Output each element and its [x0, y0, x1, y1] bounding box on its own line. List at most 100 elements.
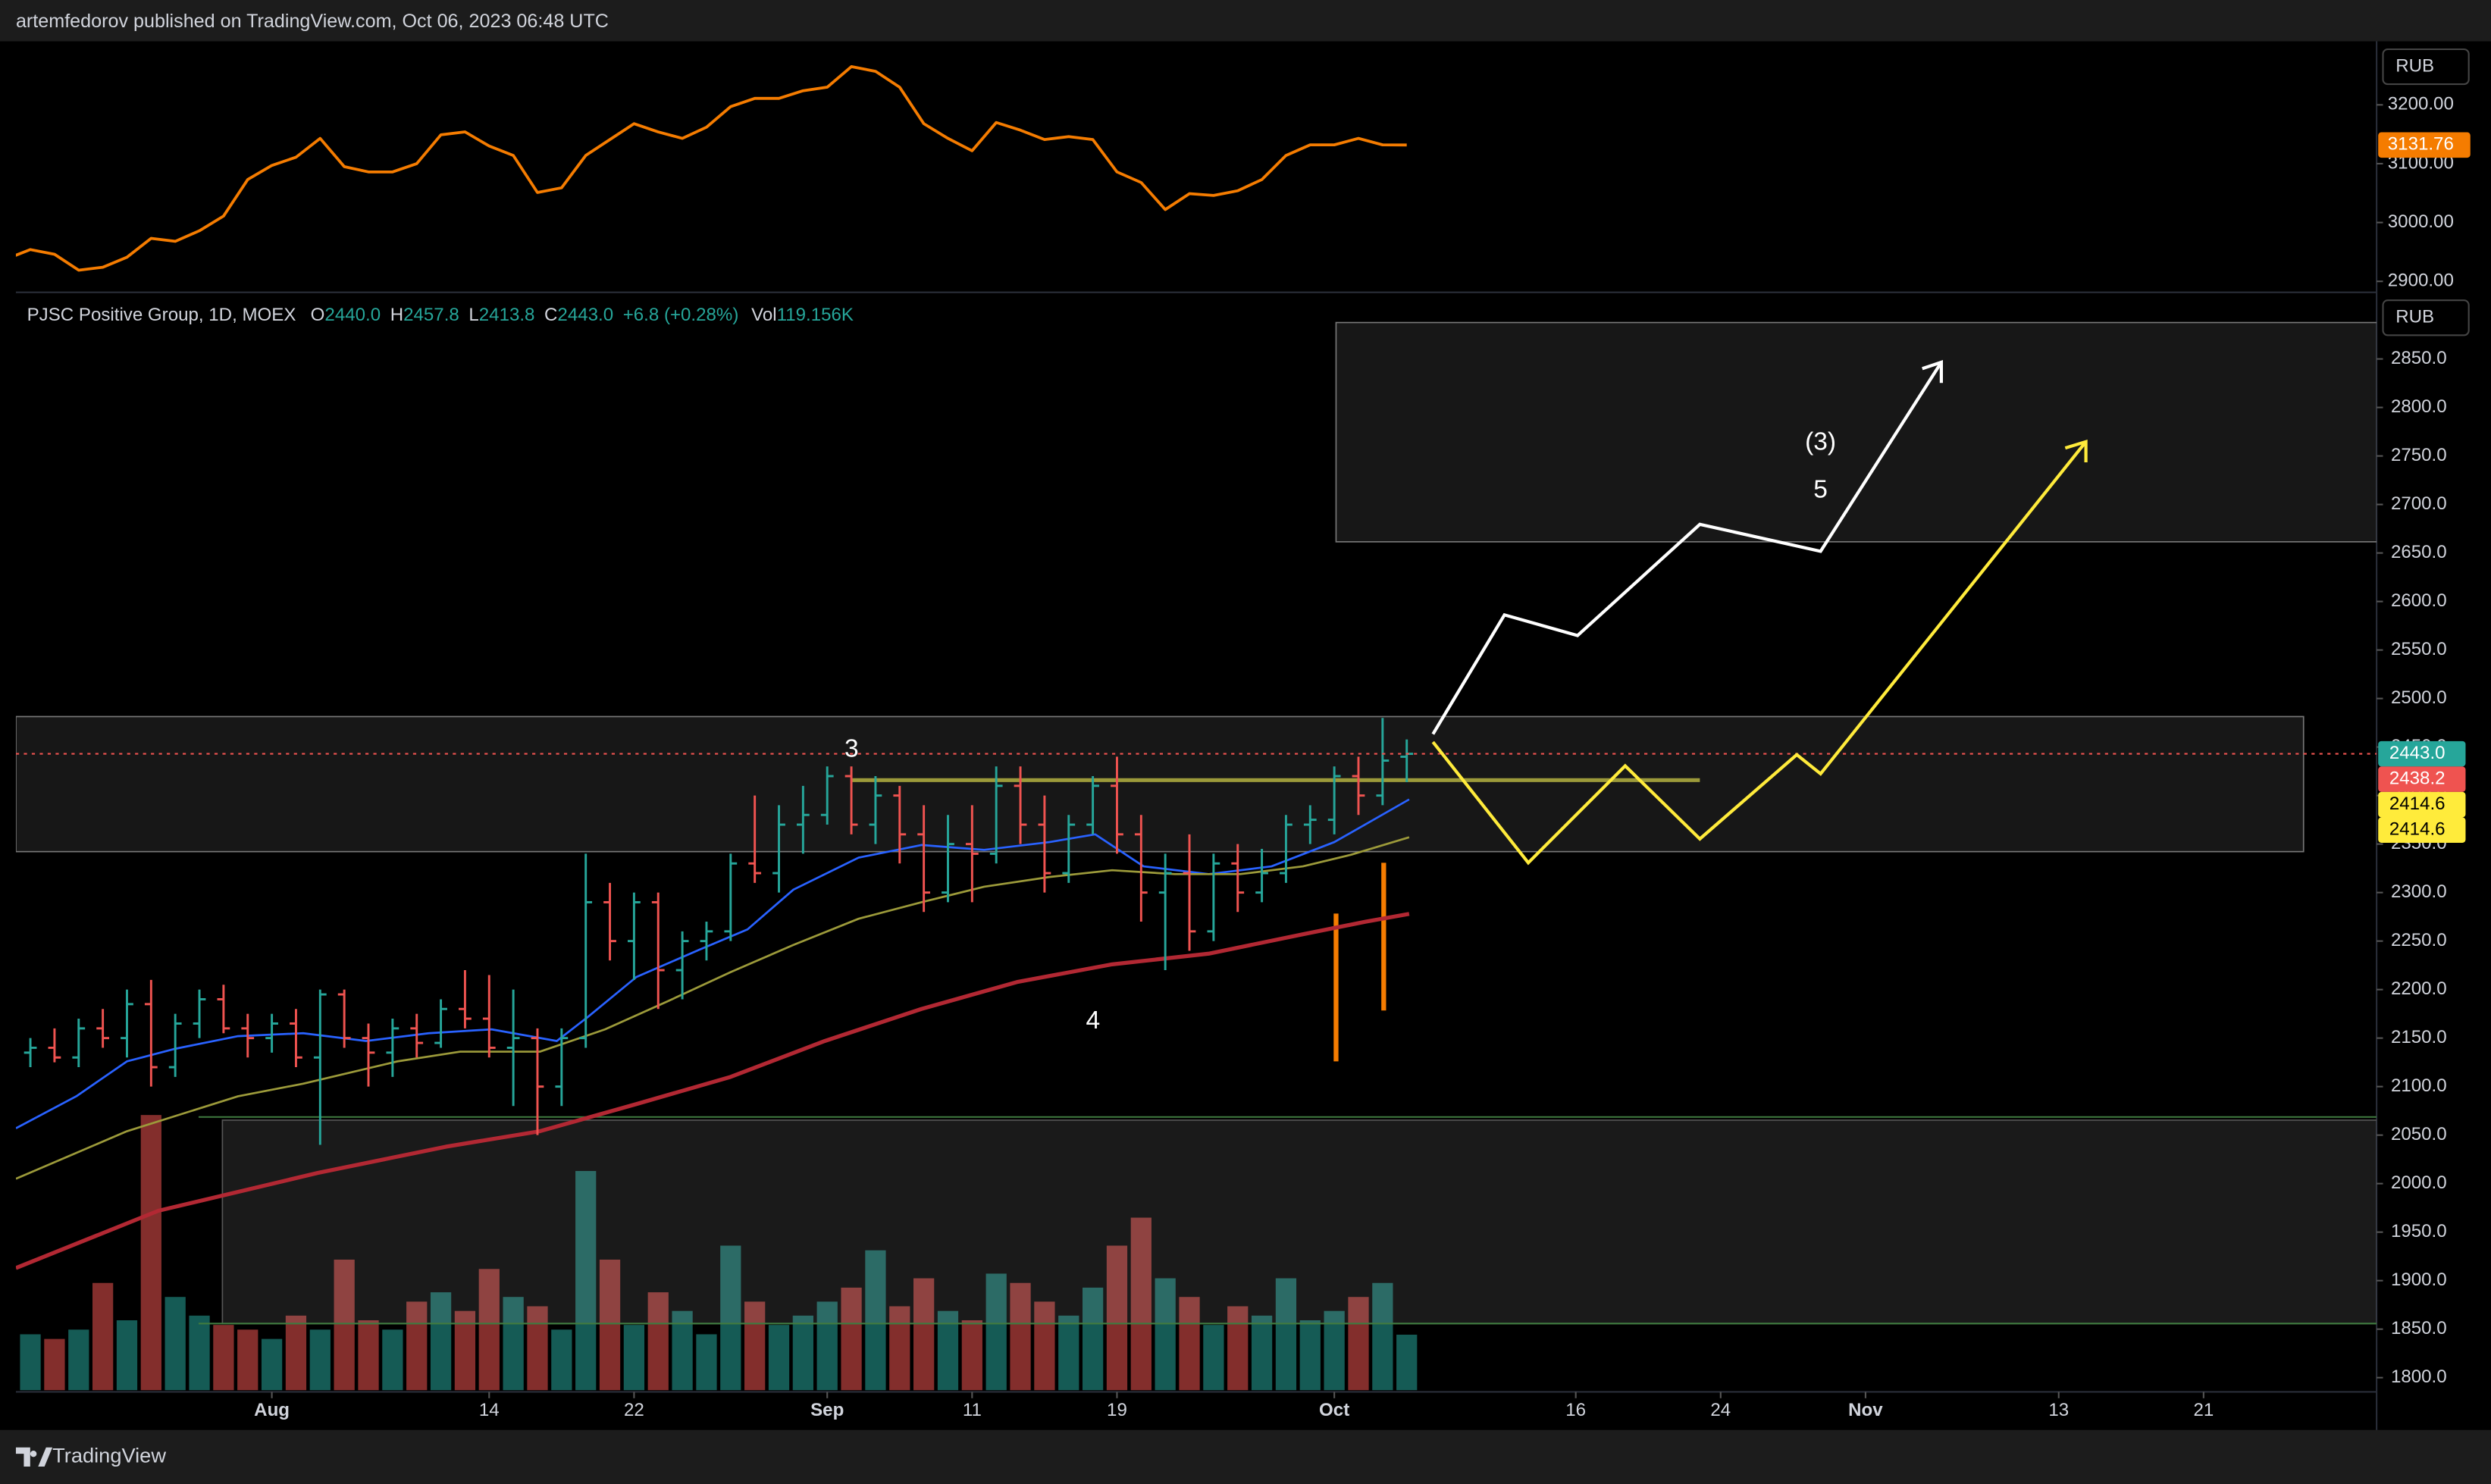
volume-bar: [792, 1315, 813, 1391]
volume-bar: [1275, 1278, 1297, 1391]
volume-bar: [1372, 1282, 1393, 1391]
price-label-bg: [2378, 740, 2466, 767]
x-tick-label: 21: [2193, 1400, 2214, 1420]
wave-label: 3: [844, 734, 859, 762]
y-tick-label: 2500.0: [2391, 687, 2447, 708]
currency-box: [2382, 48, 2470, 86]
y-tick-label: 1850.0: [2391, 1318, 2447, 1338]
volume-bar: [985, 1273, 1007, 1391]
legend-item: C: [544, 305, 557, 326]
volume-bar: [1010, 1282, 1031, 1391]
x-tick-label: 11: [963, 1400, 982, 1420]
y-tick-label: 2550.0: [2391, 639, 2447, 659]
y-tick-label: 2050.0: [2391, 1124, 2447, 1144]
y-tick-label: 2600.0: [2391, 590, 2447, 611]
volume-bar: [358, 1320, 379, 1391]
volume-bar: [189, 1315, 210, 1391]
publisher: artemfedorov published on TradingView.co…: [16, 11, 609, 32]
volume-bar: [44, 1338, 65, 1391]
target-box: [1335, 321, 2377, 543]
arrow-head: [1922, 360, 1943, 384]
x-tick-label: 24: [1710, 1400, 1731, 1420]
volume-bar: [527, 1306, 548, 1391]
volume-bar: [865, 1250, 886, 1391]
volume-bar: [237, 1329, 258, 1391]
legend-item: L: [468, 305, 478, 326]
legend-item: 119.156K: [777, 305, 854, 326]
legend-item: 2457.8: [403, 305, 459, 326]
price-label-bg: [2378, 817, 2466, 843]
legend: PJSC Positive Group, 1D, MOEX O2440.0 H24…: [27, 305, 854, 326]
header-bar: [0, 0, 2491, 42]
volume-bar: [68, 1329, 89, 1391]
volume-bar: [1082, 1287, 1104, 1391]
price-label: 2443.0: [2389, 743, 2446, 763]
volume-bar: [164, 1297, 186, 1391]
volume-bar: [623, 1325, 645, 1391]
volume-bar: [1106, 1245, 1128, 1391]
arrow-head: [2064, 439, 2088, 463]
volume-bar: [961, 1320, 982, 1391]
volume-bar: [285, 1315, 307, 1391]
line-series: [15, 64, 1407, 272]
volume-bar: [1058, 1315, 1079, 1391]
price-label: 2414.6: [2389, 794, 2446, 814]
legend-item: 2413.8: [479, 305, 535, 326]
footer-bar: [0, 1429, 2491, 1484]
volume-bar: [20, 1334, 41, 1391]
main-pane: 3 4 (3) 5: [15, 321, 2377, 1391]
price-label-bg: [2378, 766, 2466, 792]
last-value-bg: [2378, 132, 2471, 158]
y-tick-label: 2300.0: [2391, 881, 2447, 902]
price-label: 2438.2: [2389, 768, 2446, 788]
price-label-bg: [2378, 791, 2466, 818]
line-series: [15, 836, 1410, 1180]
axes: RUB RUB 2900.003000.003100.003200.003131…: [254, 48, 2471, 1420]
volume-bar: [1130, 1217, 1152, 1391]
y-tick-label: 2250.0: [2391, 930, 2447, 950]
volume-bar: [1299, 1320, 1321, 1391]
volume-bar: [1179, 1297, 1200, 1391]
y-tick-label: 2000.0: [2391, 1172, 2447, 1193]
volume-bar: [140, 1115, 161, 1391]
x-tick-label: 13: [2048, 1400, 2069, 1420]
volume-bar: [1348, 1297, 1369, 1391]
volume-bar: [913, 1278, 935, 1391]
volume-bar: [1251, 1315, 1273, 1391]
volume-bar: [478, 1269, 500, 1391]
volume-bar: [382, 1329, 403, 1391]
volume-bar: [1203, 1325, 1224, 1391]
volume-bar: [1034, 1301, 1055, 1391]
price-label: 2414.6: [2389, 819, 2446, 840]
volume-bar: [599, 1259, 621, 1391]
x-tick-label: 16: [1565, 1400, 1586, 1420]
volume-bar: [551, 1329, 572, 1391]
y-tick-label: 2150.0: [2391, 1027, 2447, 1047]
volume-bar: [261, 1338, 283, 1391]
wave-label: 5: [1813, 476, 1828, 504]
logo: [15, 1447, 53, 1467]
volume-bar: [575, 1171, 597, 1391]
wave-label: (3): [1805, 428, 1836, 456]
volume-bar: [768, 1325, 790, 1391]
last-value-label: 3131.76: [2388, 134, 2454, 155]
volume-bar: [406, 1301, 428, 1391]
volume-bar: [816, 1301, 838, 1391]
volume-bar: [503, 1297, 524, 1391]
y-tick-label: 3000.00: [2388, 211, 2454, 232]
legend-item: +6.8 (+0.28%): [623, 305, 739, 326]
volume-bar: [744, 1301, 766, 1391]
x-tick-label: Oct: [1319, 1400, 1349, 1420]
x-tick-label: Aug: [254, 1400, 290, 1420]
x-tick-label: 19: [1107, 1400, 1127, 1420]
legend-item: 2440.0: [324, 305, 381, 326]
volume-bar: [889, 1306, 910, 1391]
x-tick-label: 22: [624, 1400, 644, 1420]
volume-bar: [1155, 1278, 1176, 1391]
line-series: [15, 798, 1410, 1129]
y-tick-label: 2650.0: [2391, 542, 2447, 562]
x-tick-label: Sep: [810, 1400, 844, 1420]
volume-bar: [720, 1245, 741, 1391]
